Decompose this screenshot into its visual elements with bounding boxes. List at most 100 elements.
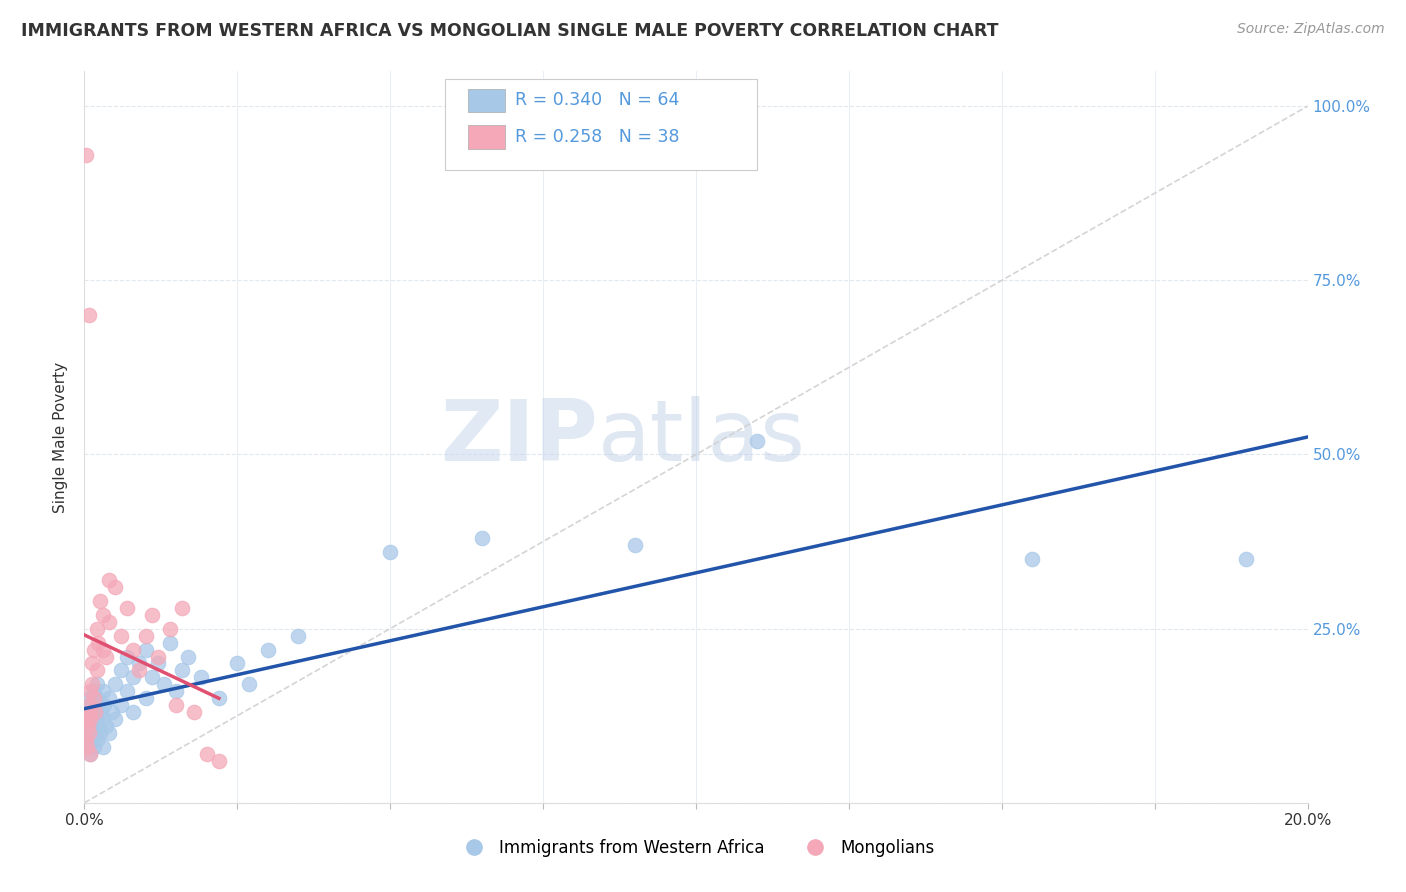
Point <box>146 649 169 664</box>
Point <box>165 684 187 698</box>
Point <box>77 698 100 713</box>
Point <box>238 677 260 691</box>
Point <box>115 684 138 698</box>
Point <box>146 657 169 671</box>
Point <box>77 719 100 733</box>
Point <box>122 642 145 657</box>
Point <box>195 747 218 761</box>
Point <box>79 705 101 719</box>
Point <box>1236 552 1258 566</box>
Point <box>94 719 117 733</box>
Point <box>91 712 114 726</box>
Point <box>183 705 205 719</box>
Point <box>76 712 98 726</box>
Point <box>135 642 157 657</box>
Point <box>104 677 127 691</box>
Point <box>79 726 101 740</box>
Point <box>84 712 107 726</box>
Point <box>97 726 120 740</box>
Point <box>93 698 115 713</box>
Point <box>471 531 494 545</box>
Point <box>135 629 157 643</box>
Point <box>257 642 280 657</box>
Point <box>83 705 105 719</box>
Point <box>380 545 402 559</box>
Point <box>77 726 100 740</box>
Point <box>97 615 120 629</box>
FancyBboxPatch shape <box>468 126 505 149</box>
Point <box>153 677 176 691</box>
Point <box>624 538 647 552</box>
Point <box>77 698 100 713</box>
Point <box>747 434 769 448</box>
Point <box>82 733 104 747</box>
Point <box>90 705 112 719</box>
FancyBboxPatch shape <box>446 78 758 170</box>
Point <box>89 594 111 608</box>
Y-axis label: Single Male Poverty: Single Male Poverty <box>53 361 69 513</box>
Point <box>79 691 101 706</box>
Point <box>94 649 117 664</box>
Point <box>87 698 110 713</box>
Point <box>79 747 101 761</box>
Point <box>83 719 105 733</box>
Point <box>208 691 231 706</box>
Point <box>104 712 127 726</box>
Point <box>76 740 98 755</box>
Point <box>122 670 145 684</box>
Point <box>77 308 100 322</box>
Point <box>1021 552 1043 566</box>
Point <box>128 657 150 671</box>
Point <box>101 705 124 719</box>
Point <box>91 684 114 698</box>
Text: IMMIGRANTS FROM WESTERN AFRICA VS MONGOLIAN SINGLE MALE POVERTY CORRELATION CHAR: IMMIGRANTS FROM WESTERN AFRICA VS MONGOL… <box>21 22 998 40</box>
Point <box>75 712 97 726</box>
Point <box>159 622 181 636</box>
Point <box>287 629 309 643</box>
Point <box>128 664 150 678</box>
Point <box>190 670 212 684</box>
Point <box>97 691 120 706</box>
Point <box>159 635 181 649</box>
Point <box>87 719 110 733</box>
Point <box>76 740 98 755</box>
Point <box>87 635 110 649</box>
Text: Source: ZipAtlas.com: Source: ZipAtlas.com <box>1237 22 1385 37</box>
Point <box>141 607 163 622</box>
Point <box>91 642 114 657</box>
Point <box>86 622 108 636</box>
Point <box>86 733 108 747</box>
Legend: Immigrants from Western Africa, Mongolians: Immigrants from Western Africa, Mongolia… <box>451 832 941 864</box>
Point <box>91 740 114 755</box>
Point <box>83 684 105 698</box>
FancyBboxPatch shape <box>468 89 505 112</box>
Point <box>82 677 104 691</box>
Point <box>79 719 101 733</box>
Point <box>83 642 105 657</box>
Point <box>165 698 187 713</box>
Point <box>86 691 108 706</box>
Point <box>82 698 104 713</box>
Point <box>122 705 145 719</box>
Point <box>110 664 132 678</box>
Text: atlas: atlas <box>598 395 806 479</box>
Point <box>79 705 101 719</box>
Point <box>115 649 138 664</box>
Point <box>115 600 138 615</box>
Point <box>75 733 97 747</box>
Point <box>97 573 120 587</box>
Point <box>77 733 100 747</box>
Text: R = 0.340   N = 64: R = 0.340 N = 64 <box>515 91 679 109</box>
Point <box>80 712 103 726</box>
Point <box>177 649 200 664</box>
Point <box>86 664 108 678</box>
Point <box>172 600 194 615</box>
Point <box>79 747 101 761</box>
Point <box>83 740 105 755</box>
Text: R = 0.258   N = 38: R = 0.258 N = 38 <box>515 128 679 146</box>
Point <box>141 670 163 684</box>
Point <box>80 657 103 671</box>
Point <box>226 657 249 671</box>
Point <box>79 712 101 726</box>
Point <box>75 148 97 162</box>
